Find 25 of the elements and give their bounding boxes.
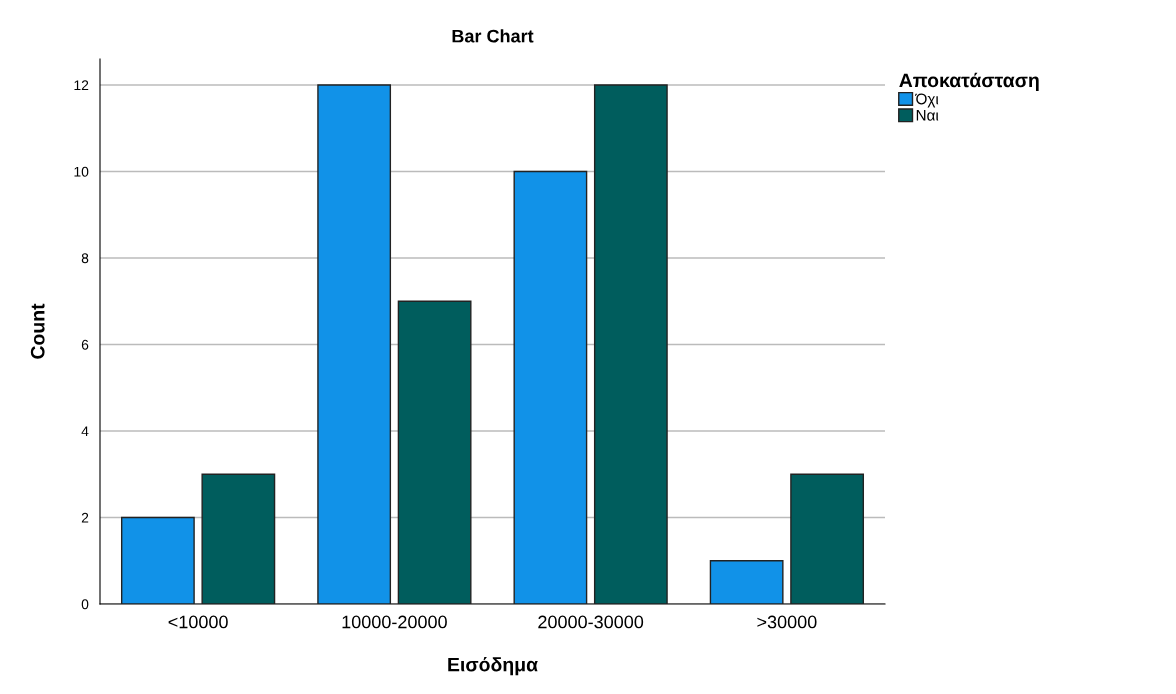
bar	[513, 170, 588, 604]
y-axis-title: Count	[30, 303, 45, 359]
legend-title: Αποκατάσταση	[899, 72, 1039, 92]
bar	[790, 473, 865, 604]
y-tick-label: 8	[81, 253, 89, 264]
bar	[593, 84, 668, 604]
y-tick-label: 4	[81, 426, 89, 437]
bar	[317, 84, 392, 604]
y-tick-label: 2	[81, 512, 89, 523]
bar	[201, 473, 276, 604]
bar	[397, 300, 472, 604]
x-tick-label: 20000-30000	[538, 615, 644, 629]
x-tick-label: 10000-20000	[342, 615, 447, 629]
y-tick-label: 0	[81, 599, 89, 610]
y-tick-label: 6	[81, 339, 89, 350]
x-tick-label: >30000	[757, 615, 817, 629]
legend-label: Ναι	[916, 110, 939, 121]
chart-title: Bar Chart	[452, 29, 534, 43]
y-tick-label: 12	[74, 80, 89, 90]
x-axis-title: Εισόδημα	[448, 656, 538, 676]
x-tick-label: <10000	[168, 615, 228, 629]
bar	[120, 516, 195, 604]
legend-label: Όχι	[915, 93, 939, 108]
y-tick-label: 10	[74, 166, 89, 177]
bar	[709, 560, 784, 604]
